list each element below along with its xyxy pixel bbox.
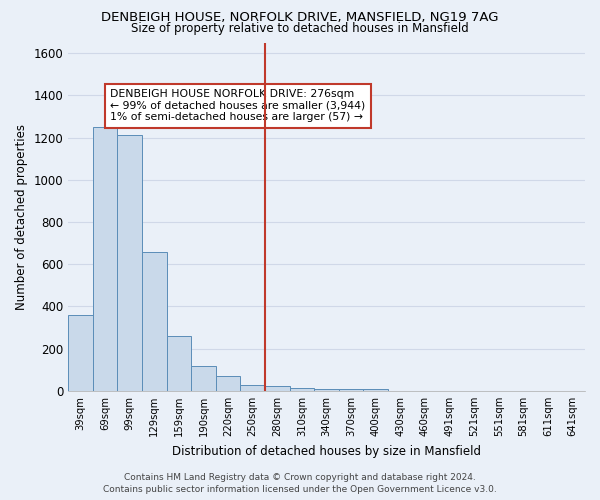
X-axis label: Distribution of detached houses by size in Mansfield: Distribution of detached houses by size … <box>172 444 481 458</box>
Bar <box>290 388 314 391</box>
Bar <box>314 389 339 391</box>
Bar <box>265 386 290 391</box>
Bar <box>339 389 364 391</box>
Bar <box>216 376 241 391</box>
Bar <box>118 136 142 391</box>
Text: Contains HM Land Registry data © Crown copyright and database right 2024.
Contai: Contains HM Land Registry data © Crown c… <box>103 472 497 494</box>
Bar <box>142 252 167 391</box>
Bar <box>241 384 265 391</box>
Text: Size of property relative to detached houses in Mansfield: Size of property relative to detached ho… <box>131 22 469 35</box>
Bar <box>191 366 216 391</box>
Bar <box>364 389 388 391</box>
Bar <box>93 127 118 391</box>
Text: DENBEIGH HOUSE NORFOLK DRIVE: 276sqm
← 99% of detached houses are smaller (3,944: DENBEIGH HOUSE NORFOLK DRIVE: 276sqm ← 9… <box>110 89 365 122</box>
Bar <box>68 315 93 391</box>
Text: DENBEIGH HOUSE, NORFOLK DRIVE, MANSFIELD, NG19 7AG: DENBEIGH HOUSE, NORFOLK DRIVE, MANSFIELD… <box>101 11 499 24</box>
Y-axis label: Number of detached properties: Number of detached properties <box>15 124 28 310</box>
Bar <box>167 336 191 391</box>
